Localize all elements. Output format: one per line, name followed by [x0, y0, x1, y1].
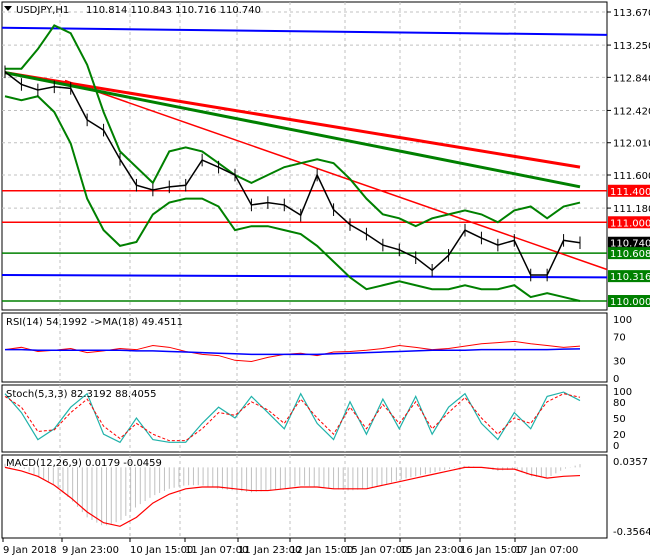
x-tick-label: 12 Jan 15:00	[290, 545, 353, 556]
y-tick-label: 111.600	[613, 171, 650, 182]
rsi-panel	[1, 312, 608, 383]
y-tick-label: 113.250	[613, 41, 650, 52]
x-tick-label: 15 Jan 23:00	[400, 545, 463, 556]
price-label-bg	[608, 184, 650, 197]
macd-signal-line	[4, 466, 581, 527]
price-label: 110.608	[610, 249, 650, 260]
red-moving-average	[4, 71, 581, 169]
x-tick-label: 10 Jan 15:00	[130, 545, 193, 556]
stoch-tick: 80	[613, 398, 626, 409]
stoch-tick: 20	[613, 430, 626, 441]
stoch-title: Stoch(5,3,3) 82.3192 88.4055	[6, 389, 157, 400]
stoch-tick: 50	[613, 414, 626, 425]
bollinger-upper	[5, 24, 581, 228]
macd-tick: -0.3564	[613, 527, 650, 538]
x-tick-label: 11 Jan 23:00	[238, 545, 301, 556]
red-trendline	[64, 79, 608, 271]
rsi-title: RSI(14) 54.1992 ->MA(18) 49.4511	[6, 317, 183, 328]
price-line	[4, 71, 581, 276]
price-label: 111.400	[610, 187, 650, 198]
price-label-bg	[608, 216, 650, 229]
blue-resistance-line	[1, 26, 608, 36]
ohlc-label: 110.814 110.843 110.716 110.740	[86, 5, 261, 16]
x-tick-label: 17 Jan 07:00	[515, 545, 578, 556]
x-tick-label: 9 Jan 23:00	[62, 545, 119, 556]
y-tick-label: 112.420	[613, 106, 650, 117]
y-tick-label: 111.180	[613, 204, 650, 215]
rsi-tick: 70	[613, 333, 626, 344]
rsi-ma-line	[5, 348, 581, 356]
stoch-tick: 100	[613, 387, 632, 398]
stoch-tick: 0	[613, 441, 619, 452]
stoch-k-line	[4, 391, 581, 444]
x-tick-label: 9 Jan 2018	[3, 545, 57, 556]
green-moving-average	[4, 71, 581, 189]
price-label-bg	[608, 270, 650, 283]
price-label: 110.740	[610, 239, 650, 250]
bollinger-lower	[4, 95, 581, 302]
rsi-tick: 0	[613, 374, 619, 385]
price-label: 110.316	[610, 272, 650, 283]
macd-title: MACD(12,26,9) 0.0179 -0.0459	[6, 458, 162, 469]
x-tick-label: 16 Jan 15:00	[460, 545, 523, 556]
x-tick-label: 15 Jan 07:00	[345, 545, 408, 556]
stoch-d-line	[4, 393, 581, 442]
rsi-tick: 100	[613, 315, 632, 326]
symbol-label: USDJPY,H1	[16, 5, 69, 16]
stoch-panel	[1, 384, 608, 453]
y-tick-label: 112.840	[613, 73, 650, 84]
price-label-bg	[608, 236, 650, 249]
rsi-tick: 30	[613, 356, 626, 367]
y-tick-label: 112.010	[613, 139, 650, 150]
y-tick-label: 113.670	[613, 8, 650, 19]
price-label-bg	[608, 247, 650, 260]
price-label-bg	[608, 295, 650, 308]
x-tick-label: 11 Jan 07:00	[185, 545, 248, 556]
collapse-triangle-icon[interactable]	[4, 6, 12, 11]
blue-support-line	[1, 274, 608, 279]
price-label: 110.000	[610, 297, 650, 308]
macd-tick: 0.0357	[613, 457, 648, 468]
price-label: 111.000	[610, 218, 650, 229]
